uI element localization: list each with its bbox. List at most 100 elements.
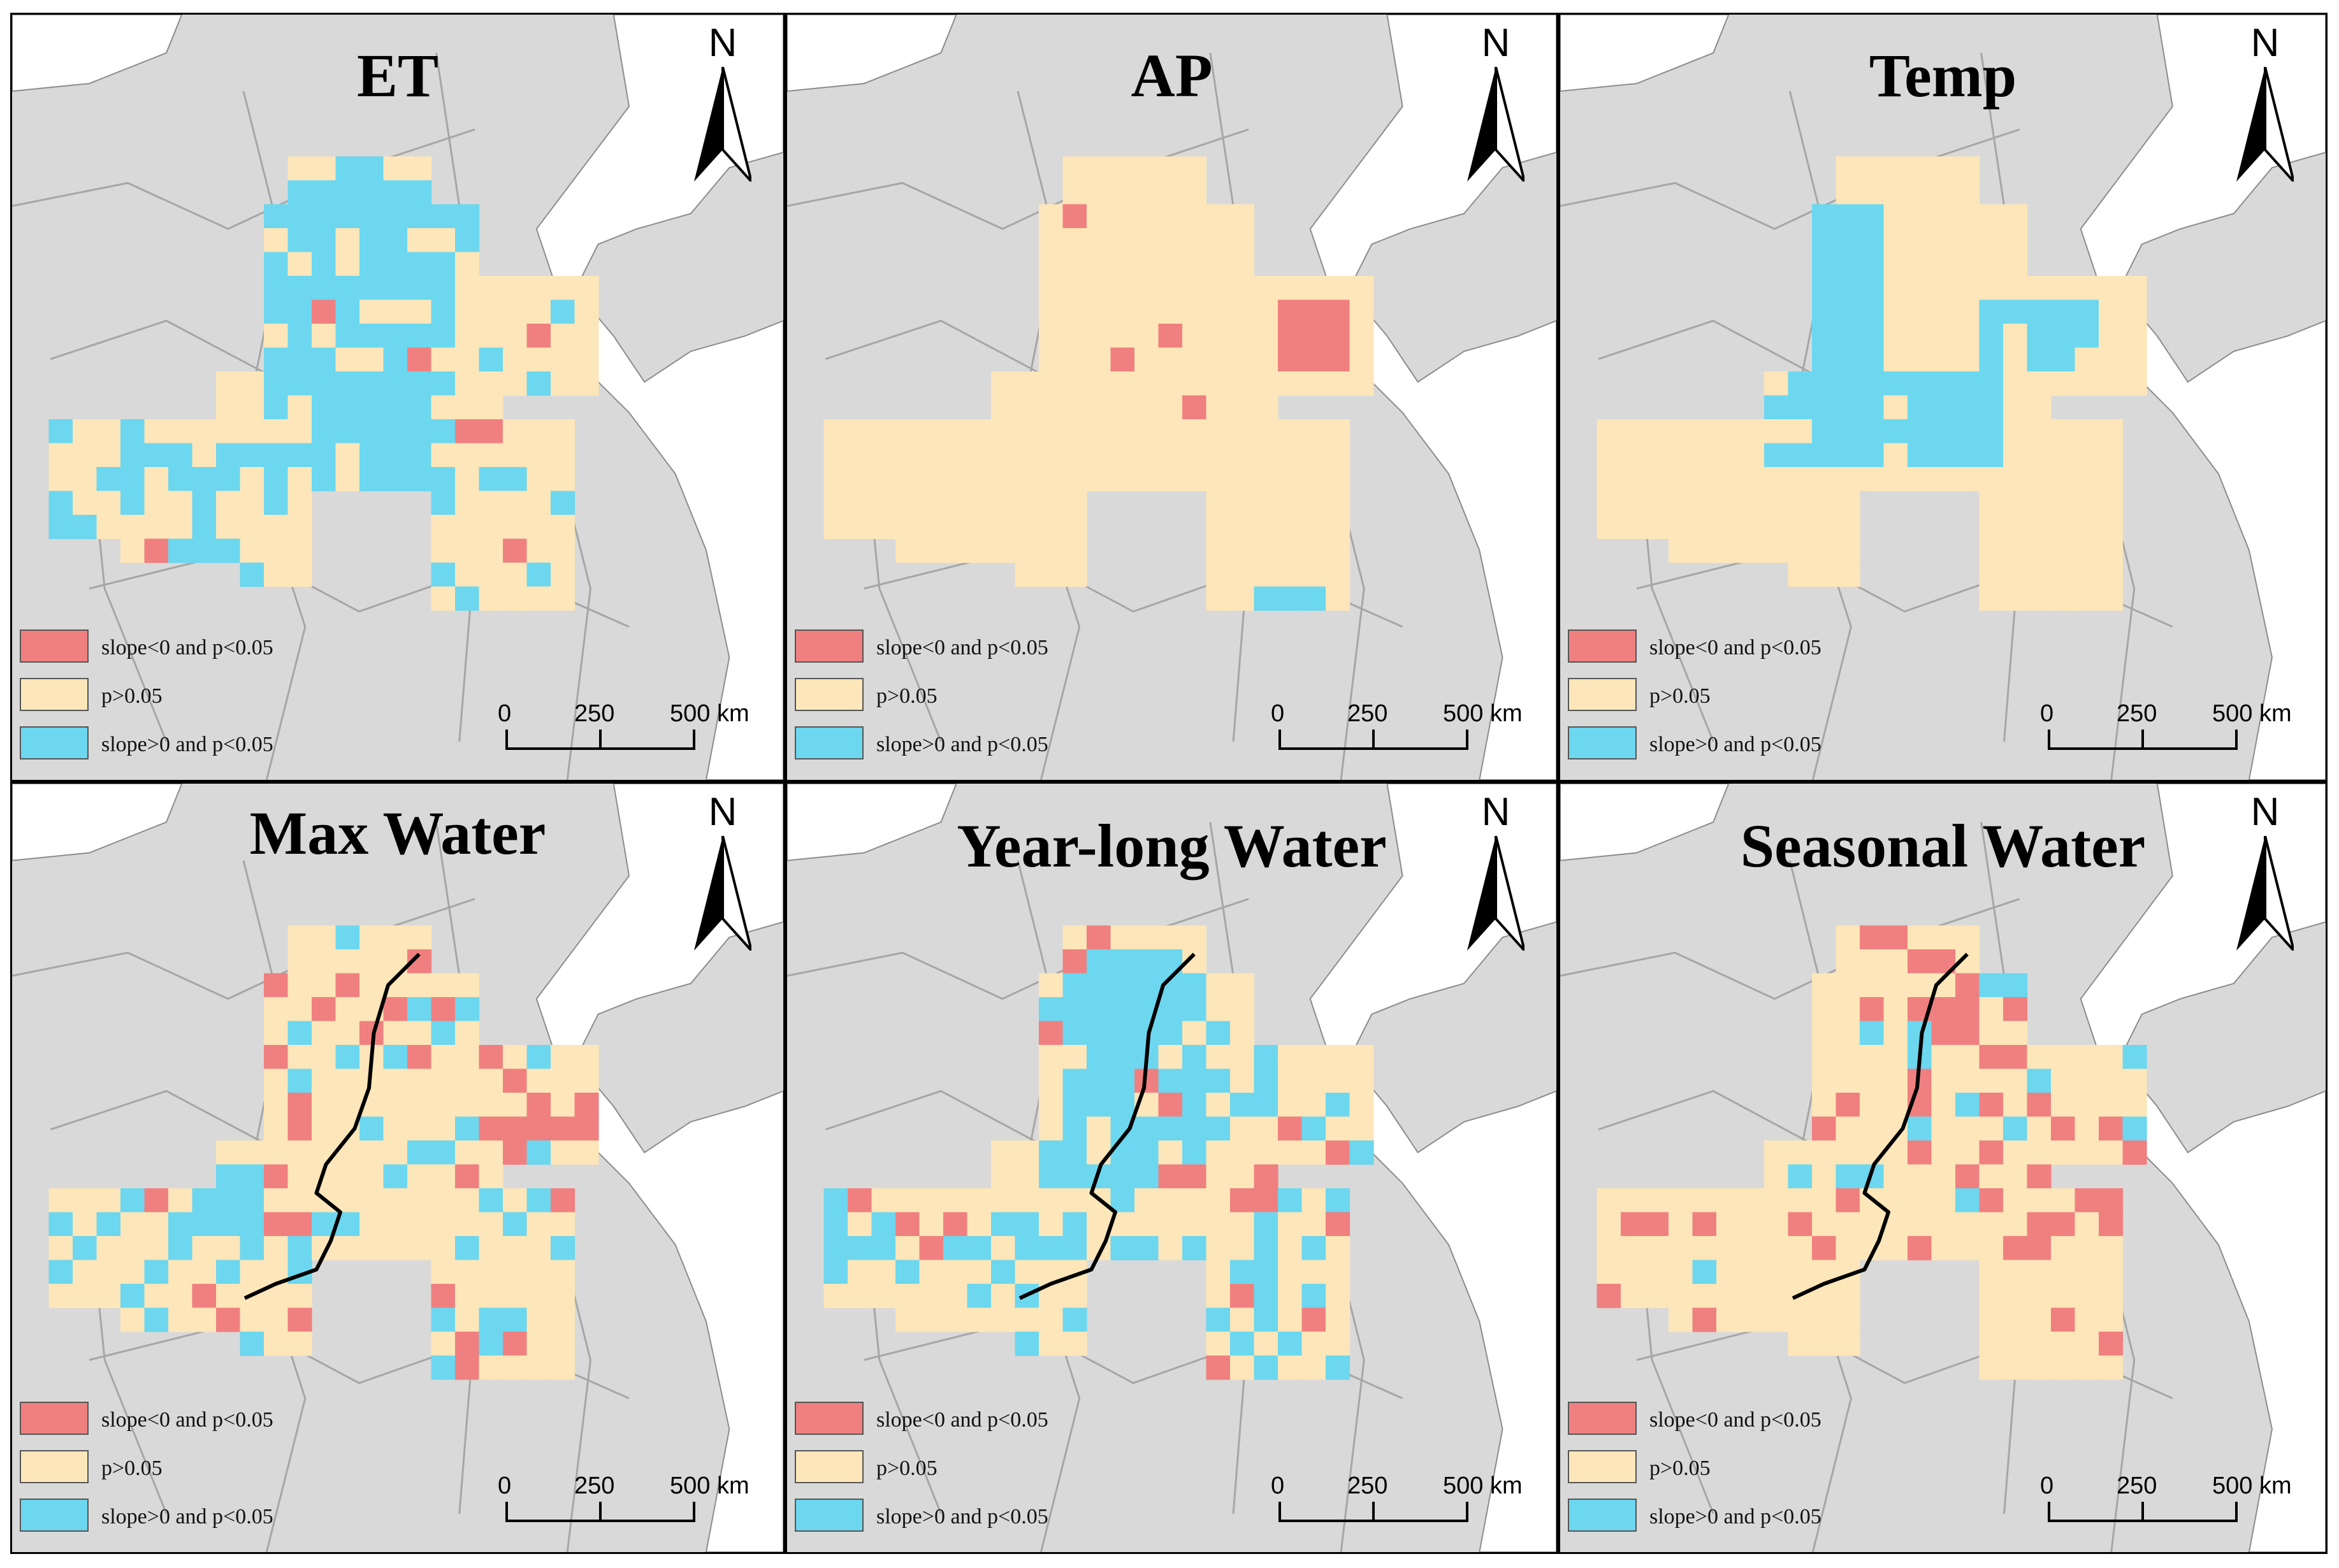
grid-cell — [1206, 1021, 1231, 1046]
grid-cell — [1860, 156, 1885, 181]
grid-cell — [1716, 1188, 1741, 1213]
grid-cell — [823, 1212, 848, 1237]
grid-cell — [1597, 443, 1621, 468]
grid-cell — [1134, 156, 1159, 181]
grid-cell — [359, 1116, 384, 1141]
grid-cell — [312, 395, 337, 420]
grid-cell — [1788, 1236, 1813, 1261]
grid-cell — [1812, 973, 1837, 998]
grid-cell — [1931, 1116, 1956, 1141]
grid-cell — [120, 491, 145, 515]
grid-cell — [287, 491, 312, 515]
grid-cell — [1230, 1212, 1255, 1237]
grid-cell — [2122, 324, 2147, 349]
grid-cell — [1301, 324, 1326, 349]
grid-cell — [1955, 1093, 1980, 1118]
grid-cell — [2099, 1116, 2124, 1141]
grid-cell — [144, 1188, 169, 1213]
grid-cell — [1836, 1332, 1860, 1356]
grid-cell — [287, 1307, 312, 1332]
grid-cell — [1206, 276, 1231, 301]
grid-cell — [383, 1164, 408, 1189]
grid-cell — [2099, 371, 2124, 396]
grid-cell — [574, 347, 599, 372]
grid-cell — [895, 1284, 920, 1309]
grid-cell — [1883, 395, 1908, 420]
grid-cell — [1931, 997, 1956, 1022]
grid-cell — [2099, 1284, 2124, 1309]
grid-cell — [192, 515, 217, 540]
grid-cell — [1110, 1093, 1135, 1118]
grid-cell — [1349, 1116, 1374, 1141]
grid-cell — [1931, 1236, 1956, 1261]
grid-cell — [335, 276, 360, 301]
grid-cell — [144, 515, 169, 540]
grid-cell — [2003, 1212, 2028, 1237]
grid-cell — [1812, 1307, 1837, 1332]
grid-cell — [1955, 973, 1980, 998]
grid-cell — [312, 324, 337, 349]
grid-cell — [1979, 228, 2004, 253]
grid-cell — [991, 371, 1016, 396]
grid-cell — [1692, 1212, 1717, 1237]
grid-cell — [1979, 324, 2004, 349]
grid-cell — [1015, 1140, 1039, 1165]
grid-cell — [479, 1260, 503, 1284]
grid-cell — [943, 515, 968, 540]
grid-cell — [1812, 347, 1837, 372]
grid-cell — [2099, 1355, 2124, 1380]
grid-cell — [1206, 228, 1231, 253]
north-arrow-icon — [694, 836, 751, 951]
grid-cell — [991, 515, 1016, 540]
legend-swatch — [20, 726, 89, 759]
grid-cell — [1254, 538, 1278, 563]
grid-cell — [1206, 515, 1231, 540]
grid-cell — [1979, 563, 2004, 587]
grid-cell — [1883, 180, 1908, 205]
grid-cell — [1039, 324, 1064, 349]
grid-cell — [216, 1164, 241, 1189]
grid-cell — [1062, 1212, 1087, 1237]
grid-cell — [264, 491, 289, 515]
grid-cell — [48, 1260, 73, 1284]
grid-cell — [2122, 1045, 2147, 1070]
grid-cell — [1206, 973, 1231, 998]
grid-cell — [1134, 228, 1159, 253]
grid-cell — [1182, 204, 1207, 229]
legend-label: p>0.05 — [876, 684, 938, 708]
grid-cell — [144, 467, 169, 492]
grid-cell — [1908, 1140, 1932, 1165]
grid-cell — [1087, 1068, 1112, 1093]
grid-cell — [1955, 1236, 1980, 1261]
grid-cell — [1836, 1212, 1860, 1237]
grid-cell — [479, 1307, 503, 1332]
grid-cell — [2003, 419, 2028, 444]
grid-cell — [1836, 419, 1860, 444]
grid-cell — [991, 1188, 1016, 1213]
grid-cell — [551, 1188, 576, 1213]
grid-cell — [383, 1212, 408, 1237]
grid-cell — [2003, 973, 2028, 998]
grid-cell — [1254, 1045, 1278, 1070]
grid-cell — [1812, 299, 1837, 324]
grid-cell — [1931, 276, 1956, 301]
grid-cell — [1883, 973, 1908, 998]
grid-cell — [1015, 491, 1039, 515]
grid-cell — [1883, 371, 1908, 396]
grid-cell — [967, 443, 992, 468]
grid-cell — [2003, 371, 2028, 396]
grid-cell — [1326, 1236, 1351, 1261]
grid-cell — [455, 586, 480, 611]
grid-cell — [431, 1164, 456, 1189]
grid-cell — [943, 419, 968, 444]
grid-cell — [919, 491, 944, 515]
grid-cell — [2003, 347, 2028, 372]
grid-cell — [503, 1068, 528, 1093]
grid-cell — [1621, 443, 1646, 468]
map-panel-max-water: Max Water N slope<0 and p<0.05 p>0.05 slope… — [10, 782, 785, 1554]
grid-cell — [1812, 563, 1837, 587]
grid-cell — [287, 443, 312, 468]
grid-cell — [455, 299, 480, 324]
grid-cell — [407, 1188, 432, 1213]
grid-cell — [1230, 467, 1255, 492]
